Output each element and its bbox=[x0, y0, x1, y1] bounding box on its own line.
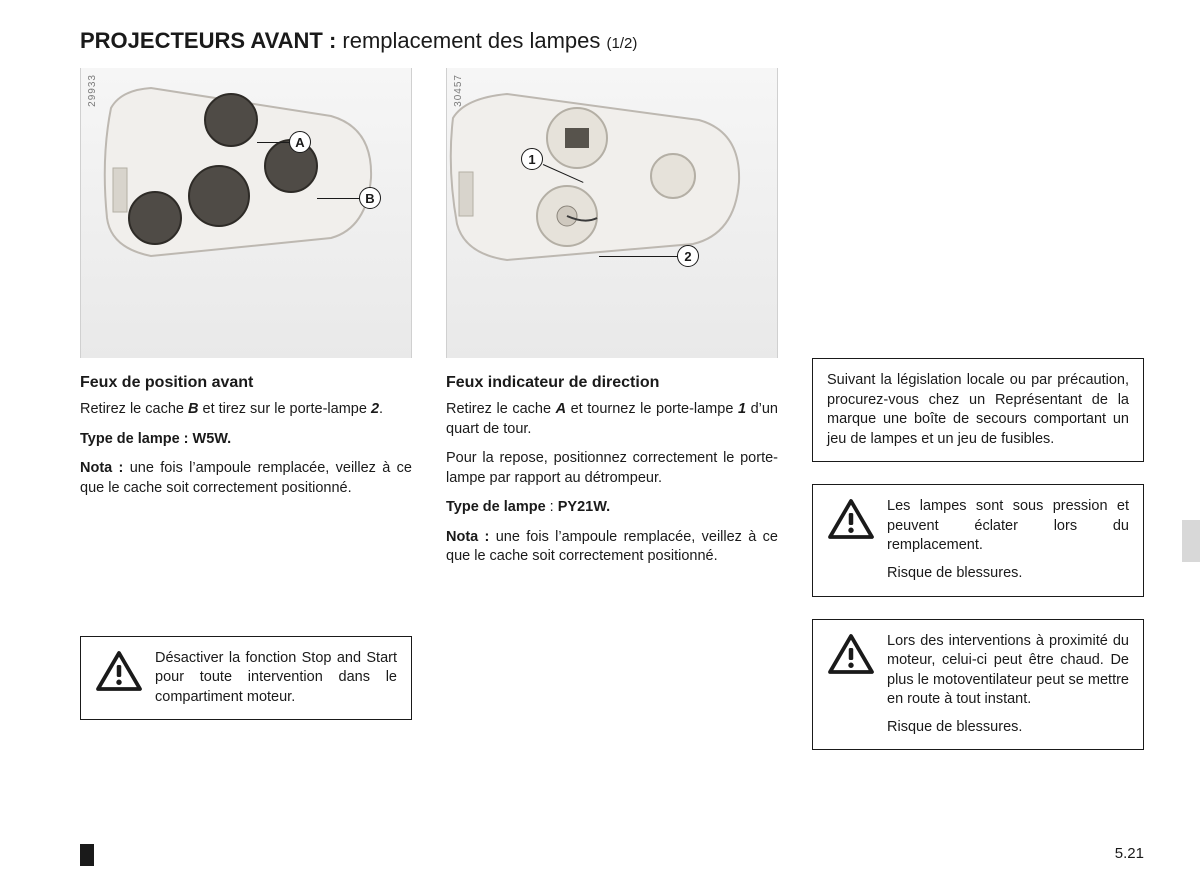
headlamp-rear-view-2 bbox=[447, 68, 747, 278]
column-1: 29933 A B Feux de position avant Re bbox=[80, 68, 412, 750]
warning-icon bbox=[95, 649, 143, 700]
title-sub: remplacement des lampes bbox=[336, 28, 606, 53]
spacer bbox=[80, 508, 412, 635]
col2-p3: Type de lampe : PY21W. bbox=[446, 498, 778, 518]
thumb-tab bbox=[1182, 520, 1200, 562]
leader-b bbox=[317, 198, 361, 199]
title-main: PROJECTEURS AVANT : bbox=[80, 28, 336, 53]
callout-a: A bbox=[289, 131, 311, 153]
callout-b: B bbox=[359, 187, 381, 209]
col3-warning-box-2: Lors des interventions à proximité du mo… bbox=[812, 619, 1144, 751]
manual-page: PROJECTEURS AVANT : remplacement des lam… bbox=[0, 0, 1200, 888]
page-title: PROJECTEURS AVANT : remplacement des lam… bbox=[80, 28, 1144, 54]
col2-p2: Pour la repose, positionnez correctement… bbox=[446, 449, 778, 488]
leader-a bbox=[257, 142, 291, 143]
figure-1: 29933 A B bbox=[80, 68, 412, 358]
col3-info-text: Suivant la législation locale ou par pré… bbox=[827, 371, 1129, 449]
col1-p1: Retirez le cache B et tirez sur le porte… bbox=[80, 400, 412, 420]
col1-p3: Nota : une fois l’ampoule remplacée, vei… bbox=[80, 459, 412, 498]
col2-p1: Retirez le cache A et tournez le porte-l… bbox=[446, 400, 778, 439]
col2-p4: Nota : une fois l’ampoule remplacée, vei… bbox=[446, 528, 778, 567]
col3-warning-box-1: Les lampes sont sous pression et peuvent… bbox=[812, 484, 1144, 596]
spacer bbox=[812, 68, 1144, 358]
col1-warning-box: Désactiver la fonction Stop and Start po… bbox=[80, 636, 412, 721]
figure-2: 30457 1 2 bbox=[446, 68, 778, 358]
leader-2 bbox=[599, 256, 679, 257]
headlamp-rear-view-1 bbox=[81, 68, 381, 278]
column-3: Suivant la législation locale ou par pré… bbox=[812, 68, 1144, 750]
page-corner-mark bbox=[80, 844, 94, 866]
col1-p2: Type de lampe : W5W. bbox=[80, 430, 412, 450]
col1-heading: Feux de position avant bbox=[80, 374, 412, 392]
column-2: 30457 1 2 Feux indicateur bbox=[446, 68, 778, 750]
title-pager: (1/2) bbox=[607, 35, 638, 52]
col3-warning-2-text: Lors des interventions à proximité du mo… bbox=[887, 632, 1129, 738]
warning-icon bbox=[827, 632, 875, 683]
callout-2: 2 bbox=[677, 245, 699, 267]
columns: 29933 A B Feux de position avant Re bbox=[80, 68, 1144, 750]
callout-1: 1 bbox=[521, 148, 543, 170]
warning-icon bbox=[827, 497, 875, 548]
col3-warning-1-text: Les lampes sont sous pression et peuvent… bbox=[887, 497, 1129, 583]
col2-heading: Feux indicateur de direction bbox=[446, 374, 778, 392]
col1-warning-text: Désactiver la fonction Stop and Start po… bbox=[155, 649, 397, 708]
col3-info-box: Suivant la législation locale ou par pré… bbox=[812, 358, 1144, 462]
page-number: 5.21 bbox=[1115, 845, 1144, 862]
